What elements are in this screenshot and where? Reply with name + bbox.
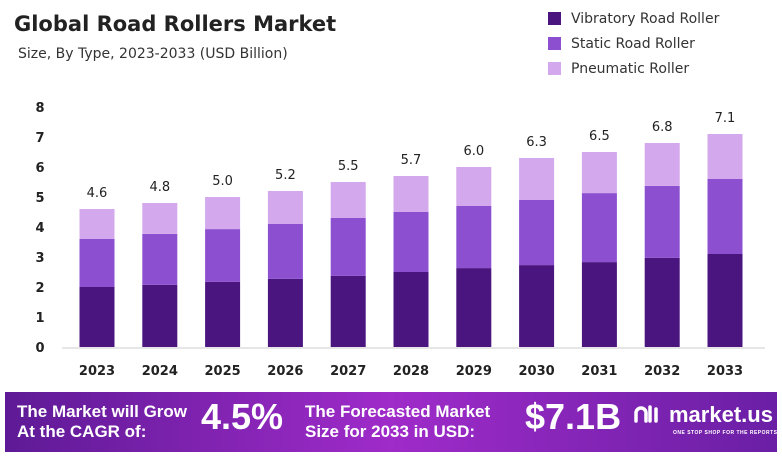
bar-segment	[330, 275, 366, 347]
bar-segment	[142, 284, 178, 347]
y-tick-label: 2	[35, 281, 44, 296]
bar-segment	[330, 218, 366, 276]
bar-segment	[707, 179, 743, 254]
x-tick-label: 2032	[644, 364, 680, 379]
forecast-label: The Forecasted Market Size for 2033 in US…	[305, 402, 491, 441]
bar-segment	[456, 268, 492, 347]
bar-segment	[393, 176, 429, 212]
bar-segment	[456, 167, 492, 206]
bar-chart: 0 1 2 3 4 5 6 7 8 4.6 2023 4.8 2024 5.0 2025 5.2 2026 5.5…	[35, 101, 765, 379]
bar-segment	[79, 209, 115, 239]
total-label: 5.0	[212, 174, 233, 189]
y-tick-label: 3	[35, 251, 44, 266]
y-tick-label: 8	[35, 101, 44, 116]
legend-item-pneumatic: Pneumatic Roller	[548, 56, 719, 81]
footer-banner: The Market will Grow At the CAGR of: 4.5%…	[5, 392, 777, 452]
bar-segment	[330, 182, 366, 218]
bar-segment	[267, 278, 303, 347]
x-tick-label: 2029	[456, 364, 492, 379]
x-tick-label: 2031	[581, 364, 617, 379]
x-tick-label: 2030	[519, 364, 555, 379]
x-tick-label: 2027	[330, 364, 366, 379]
cagr-value: 4.5%	[201, 396, 284, 437]
legend-item-vibratory: Vibratory Road Roller	[548, 6, 719, 31]
bar-segment	[581, 193, 617, 263]
bar-segment	[581, 262, 617, 347]
logo-icon	[634, 405, 658, 423]
x-tick-label: 2026	[267, 364, 303, 379]
x-tick-label: 2024	[142, 364, 178, 379]
total-label: 4.8	[149, 180, 170, 195]
bar-segment	[79, 287, 115, 347]
total-label: 7.1	[715, 111, 736, 126]
market-us-logo: market.us ONE STOP SHOP FOR THE REPORTS	[633, 402, 777, 436]
total-label: 5.7	[401, 153, 422, 168]
legend: Vibratory Road Roller Static Road Roller…	[548, 6, 719, 81]
bar-segment	[644, 143, 680, 186]
bar-segment	[456, 206, 492, 269]
y-tick-label: 6	[35, 161, 44, 176]
bar-segment	[142, 203, 178, 234]
y-tick-label: 0	[35, 341, 44, 356]
y-tick-label: 4	[35, 221, 44, 236]
total-label: 6.0	[463, 144, 484, 159]
chart-subtitle: Size, By Type, 2023-2033 (USD Billion)	[18, 46, 288, 62]
cagr-label: The Market will Grow At the CAGR of:	[17, 402, 188, 441]
bar-segment	[519, 158, 555, 200]
total-label: 5.2	[275, 168, 296, 183]
bar-segment	[707, 254, 743, 347]
bar-segment	[79, 239, 115, 287]
bar-segment	[581, 152, 617, 194]
bar-segment	[519, 265, 555, 347]
chart-title: Global Road Rollers Market	[14, 12, 337, 36]
bar-segment	[205, 197, 241, 230]
y-tick-label: 7	[35, 131, 44, 146]
bar-segment	[519, 200, 555, 266]
total-label: 4.6	[87, 186, 108, 201]
bar-segment	[393, 212, 429, 272]
bar-segment	[205, 229, 241, 282]
total-label: 6.8	[652, 120, 673, 135]
bar-segment	[267, 224, 303, 279]
total-label: 6.3	[526, 135, 547, 150]
x-tick-label: 2025	[205, 364, 241, 379]
x-tick-label: 2033	[707, 364, 743, 379]
bar-segment	[267, 191, 303, 224]
bar-segment	[393, 272, 429, 347]
bar-segment	[205, 281, 241, 347]
legend-item-static: Static Road Roller	[548, 31, 719, 56]
bar-segment	[707, 134, 743, 179]
bar-segment	[142, 233, 178, 285]
total-label: 6.5	[589, 129, 610, 144]
x-tick-label: 2023	[79, 364, 115, 379]
y-tick-label: 1	[35, 311, 44, 326]
total-label: 5.5	[338, 159, 359, 174]
y-tick-label: 5	[35, 191, 44, 206]
bar-segment	[644, 257, 680, 347]
forecast-value: $7.1B	[525, 396, 622, 437]
x-tick-label: 2028	[393, 364, 429, 379]
bar-segment	[644, 185, 680, 258]
